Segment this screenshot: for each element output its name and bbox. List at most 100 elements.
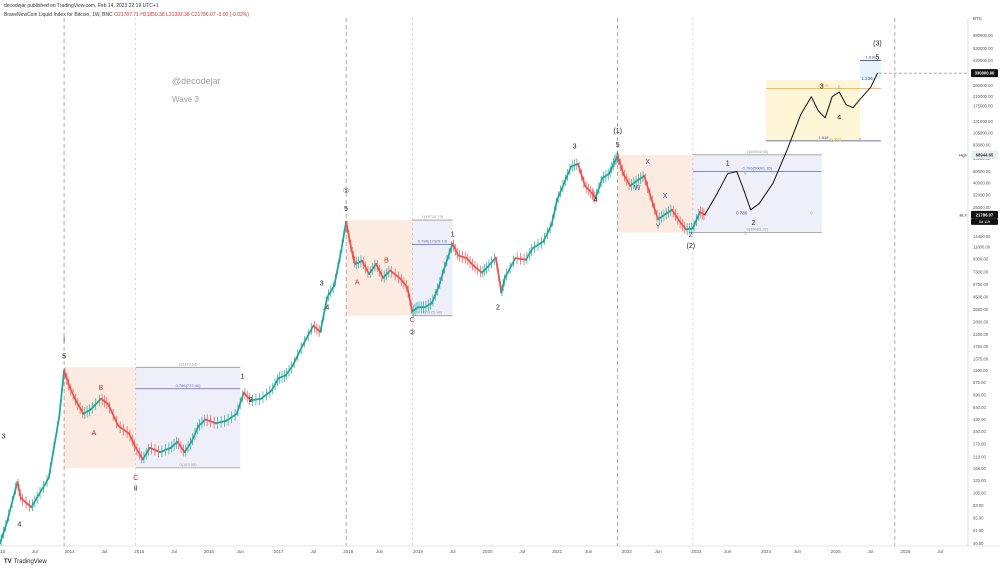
y-tick-label: 11800.00 (973, 244, 991, 249)
x-tick-label: 2026 (900, 549, 911, 554)
wave-label: Y (656, 223, 661, 230)
y-tick-label: 270.00 (973, 441, 986, 446)
y-tick-label: 7300.00 (973, 269, 989, 274)
price-badge (971, 150, 998, 159)
x-tick-label: Jun (585, 549, 593, 554)
fib-line-label: 0.786(50091.35) (743, 166, 773, 171)
x-tick-label: 2023 (691, 549, 702, 554)
x-tick-label: Jun (724, 549, 732, 554)
fib-box (860, 60, 881, 80)
y-tick-label: 5750.00 (973, 282, 989, 287)
wave-label: 5 (344, 206, 348, 213)
wave-label: A (92, 430, 97, 437)
y-tick-label: 40.00 (973, 541, 984, 546)
price-badge-value: 330000.00 (975, 71, 995, 76)
fib-line-label: 1(68944.65) (747, 149, 769, 154)
price-badge (971, 210, 998, 219)
fib-boxes (64, 60, 881, 468)
x-tick-label: 2020 (482, 549, 493, 554)
y-tick-label: 25000.00 (973, 205, 991, 210)
y-tick-label: 3550.00 (973, 307, 989, 312)
projection-series (704, 72, 968, 216)
y-axis-unit: BTC (973, 16, 983, 21)
x-tick-label: 2017 (274, 549, 285, 554)
y-tick-label: 340.00 (973, 429, 986, 434)
y-tick-label: 65.00 (973, 516, 984, 521)
y-tick-label: 14400.00 (973, 234, 991, 239)
y-tick-label: 133.00 (973, 478, 986, 483)
y-tick-label: 40000.00 (973, 181, 991, 186)
price-badge-value: 68944.65 (976, 152, 994, 157)
wave-label: II (134, 486, 138, 493)
symbol-line: BraveNewCoin Liquid Index for Bitcoin, 1… (4, 12, 249, 18)
y-tick-label: 430.00 (973, 417, 986, 422)
wave-label: 3 (573, 143, 577, 150)
wave-label: 3 (2, 433, 6, 440)
x-tick-label: 2018 (343, 549, 354, 554)
wave-label: 4 (837, 115, 841, 122)
x-tick-label: 2025 (831, 549, 842, 554)
wave-label: 4 (325, 304, 329, 311)
fib-line-label: 2.618 (818, 83, 829, 88)
x-tick-label: Jul (937, 549, 943, 554)
wave-label: 5 (616, 142, 620, 149)
fib-level-label: 0 (838, 85, 841, 90)
wave-label: 1 (726, 161, 730, 168)
wave-label: B (99, 385, 104, 392)
y-tick-label: 131000.00 (973, 119, 993, 124)
fib-line-label: 0.786(12325.13) (418, 239, 448, 244)
wave-label: 1 (240, 374, 244, 381)
y-tick-label: 540.00 (973, 405, 986, 410)
y-tick-label: 260000.00 (973, 83, 993, 88)
axis-frame (0, 18, 1000, 547)
x-tick-label: Jul (450, 549, 456, 554)
x-tick-label: Jul (32, 549, 38, 554)
fib-level-label: 0.786 (736, 210, 748, 215)
x-tick-label: 2021 (552, 549, 563, 554)
fib-level-label: 0.382 (830, 137, 842, 142)
price-badges: 330000.00 68944.65 High 21786.07 BLX 5d 11h (959, 69, 998, 225)
wave-label: 2 (249, 397, 253, 404)
wave-label: C (410, 317, 415, 324)
x-tick-label: Jul (102, 549, 108, 554)
wave-label: I (63, 337, 65, 344)
fib-line-label: 1.618 (818, 135, 829, 140)
wave-label: 5 (876, 54, 880, 61)
y-tick-label: 1100.00 (973, 368, 988, 373)
x-tick-label: Jun (237, 549, 245, 554)
fib-box (692, 154, 822, 233)
y-tick-label: 51.00 (973, 528, 984, 533)
fib-line-label: 0(15485.37) (747, 227, 769, 232)
symbol-name: BraveNewCoin Liquid Index for Bitcoin, 1… (4, 12, 113, 18)
y-tick-label: 32000.00 (973, 192, 991, 197)
watermark-handle: @decodejar (172, 76, 221, 86)
price-badge-countdown: 5d 11h (979, 220, 990, 224)
wave-label: ② (409, 328, 415, 336)
x-tick-label: Jul (868, 549, 874, 554)
x-tick-label: Jul (519, 549, 525, 554)
y-tick-label: 9300.00 (973, 257, 989, 262)
x-tick-label: Jul (310, 549, 316, 554)
wave-label: Z (689, 232, 694, 239)
x-tick-label: 2014 (65, 549, 76, 554)
y-tick-label: 210000.00 (973, 94, 993, 99)
wave-label: 2 (752, 220, 756, 227)
x-tick-label: 2015 (134, 549, 145, 554)
wave-labels: 34I5BACII12①534BAC②1234(1)5XWXYZ(2)1234(… (2, 41, 882, 529)
x-tick-label: 2022 (622, 549, 633, 554)
x-tick-label: 2024 (761, 549, 772, 554)
fib-level-label: 1.236 (861, 76, 873, 81)
publisher-line: decodejar published on TradingView.com, … (4, 3, 159, 9)
wave-label: W (634, 185, 641, 192)
x-tick-label: Jul (171, 549, 177, 554)
fib-box (617, 154, 693, 233)
fib-lines: 1(1179.64) 0.786(773.40) 0(163.06) 1(19710.… (135, 55, 881, 469)
fib-level-label: 0 (859, 137, 862, 142)
wave-vlines (63, 18, 896, 546)
x-tick-label: 2019 (413, 549, 424, 554)
footer: TV TradingView (4, 559, 47, 565)
wave-label: 5 (62, 354, 66, 361)
x-tick-label: Jun (654, 549, 662, 554)
wave-label: B (384, 258, 389, 265)
